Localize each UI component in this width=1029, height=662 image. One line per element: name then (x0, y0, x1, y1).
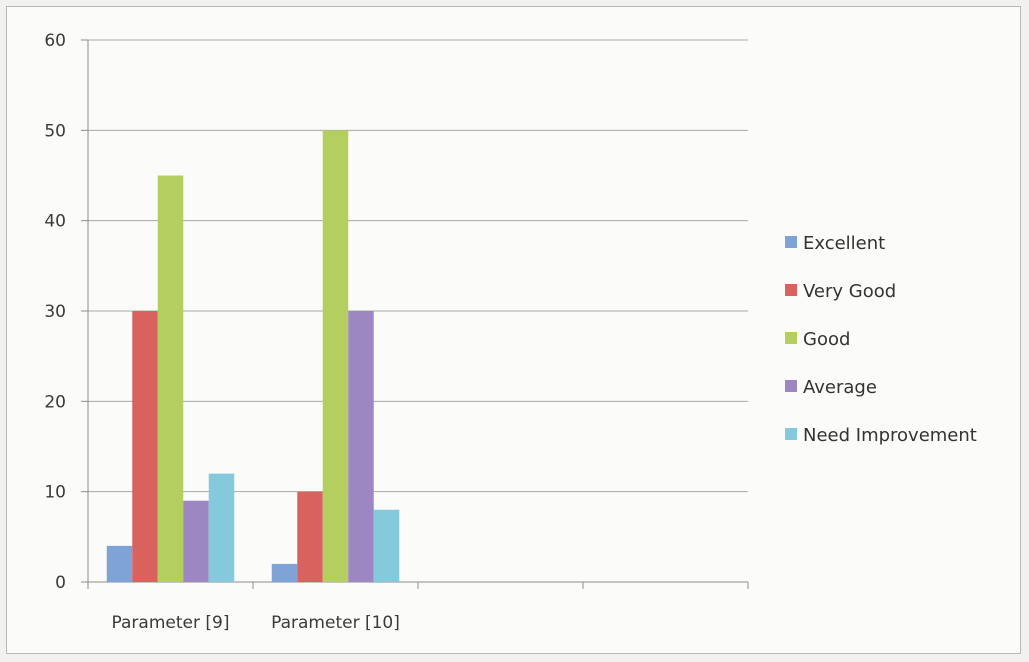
legend-swatch (785, 236, 797, 248)
bar-need-improvement (208, 473, 235, 582)
y-tick-labels: 0 10 20 30 40 50 60 (44, 31, 66, 593)
bar-need-improvement (373, 509, 400, 582)
bar-average (348, 311, 374, 582)
legend-label: Average (803, 377, 877, 398)
axes (81, 39, 749, 589)
legend-label: Good (803, 329, 850, 350)
legend-swatch (785, 284, 797, 296)
y-tick-label: 50 (44, 121, 66, 141)
x-tick-labels: Parameter [9] Parameter [10] (112, 613, 400, 633)
bar-good (157, 175, 184, 582)
legend: Excellent Very Good Good Average Need Improv… (785, 233, 977, 446)
bars (106, 130, 400, 583)
bar-average (183, 500, 209, 582)
y-tick-label: 10 (44, 483, 66, 503)
y-tick-label: 30 (44, 302, 66, 322)
bar-good (322, 130, 349, 583)
legend-swatch (785, 428, 797, 440)
legend-label: Excellent (803, 233, 885, 254)
y-tick-label: 60 (44, 31, 66, 51)
x-tick-label: Parameter [9] (112, 613, 230, 633)
y-tick-label: 40 (44, 212, 66, 232)
y-tick-label: 20 (44, 392, 66, 412)
legend-label: Need Improvement (803, 425, 977, 446)
y-tick-label: 0 (55, 573, 66, 593)
legend-swatch (785, 332, 797, 344)
legend-swatch (785, 380, 797, 392)
bar-very-good (132, 311, 158, 582)
gridlines (88, 39, 748, 493)
legend-label: Very Good (803, 281, 896, 302)
x-tick-label: Parameter [10] (271, 613, 400, 633)
bar-excellent (271, 563, 298, 582)
bar-excellent (106, 545, 133, 582)
bar-very-good (297, 491, 323, 582)
